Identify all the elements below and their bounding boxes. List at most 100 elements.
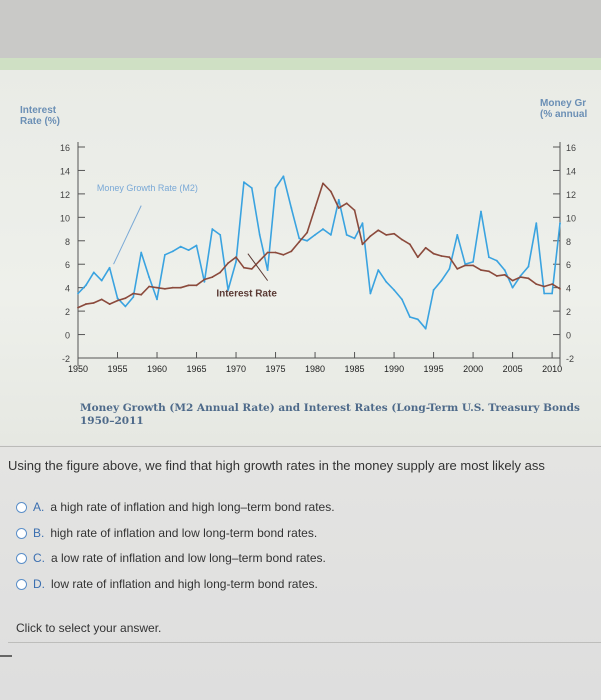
x-tick-label: 1965 bbox=[187, 364, 207, 374]
data-point bbox=[456, 234, 459, 236]
data-point bbox=[401, 238, 403, 241]
data-point bbox=[282, 175, 285, 178]
data-point bbox=[227, 289, 230, 291]
option-a[interactable]: A. a high rate of inflation and high lon… bbox=[16, 500, 335, 514]
data-point bbox=[416, 318, 419, 321]
left-tick-label: 6 bbox=[65, 260, 70, 270]
data-point bbox=[535, 283, 538, 286]
data-point bbox=[250, 187, 253, 189]
left-tick-label: -2 bbox=[62, 354, 70, 364]
right-tick-label: 0 bbox=[566, 331, 571, 341]
right-tick-label: 4 bbox=[566, 284, 571, 294]
x-tick-label: 1990 bbox=[384, 364, 404, 374]
data-point bbox=[495, 275, 498, 277]
option-c-letter: C. bbox=[33, 551, 45, 565]
right-tick-label: 12 bbox=[566, 190, 576, 200]
data-point bbox=[464, 264, 467, 267]
data-point bbox=[440, 279, 443, 282]
select-hint: Click to select your answer. bbox=[16, 621, 162, 635]
data-point bbox=[203, 278, 206, 281]
question-text: Using the figure above, we find that hig… bbox=[8, 458, 545, 473]
data-point bbox=[559, 222, 561, 225]
data-point bbox=[274, 251, 277, 254]
option-b[interactable]: B. high rate of inflation and low long-t… bbox=[16, 526, 317, 540]
annotation-interest-rate: Interest Rate bbox=[216, 288, 277, 299]
right-tick-label: 10 bbox=[566, 213, 576, 223]
data-point bbox=[171, 250, 174, 253]
data-point bbox=[116, 297, 119, 300]
data-point bbox=[393, 232, 395, 235]
radio-a[interactable] bbox=[16, 501, 27, 513]
question-panel bbox=[0, 445, 601, 700]
data-point bbox=[187, 249, 190, 252]
option-b-letter: B. bbox=[33, 526, 45, 540]
left-tick-label: 4 bbox=[65, 284, 70, 294]
data-point bbox=[171, 286, 174, 289]
right-axis-title: (% annual bbox=[540, 109, 587, 120]
right-tick-label: 8 bbox=[566, 237, 571, 247]
series-line bbox=[77, 175, 561, 330]
data-point bbox=[480, 210, 482, 213]
data-point bbox=[108, 303, 111, 305]
data-point bbox=[195, 284, 198, 287]
data-point bbox=[353, 237, 356, 240]
annotation-leader-interest bbox=[247, 253, 269, 281]
data-point bbox=[440, 255, 443, 257]
data-point bbox=[393, 289, 395, 291]
data-point bbox=[377, 229, 380, 232]
data-point bbox=[543, 285, 546, 288]
data-point bbox=[140, 293, 143, 296]
x-tick-label: 2000 bbox=[463, 364, 483, 374]
left-tick-label: 12 bbox=[60, 190, 70, 200]
x-tick-label: 1995 bbox=[424, 364, 444, 374]
data-point bbox=[535, 222, 538, 225]
data-point bbox=[92, 302, 95, 304]
option-a-text: a high rate of inflation and high long–t… bbox=[50, 500, 335, 514]
right-tick-label: 2 bbox=[566, 307, 571, 317]
data-point bbox=[361, 243, 364, 246]
data-point bbox=[132, 296, 135, 298]
data-point bbox=[448, 268, 451, 270]
data-point bbox=[472, 264, 474, 267]
data-point bbox=[408, 243, 411, 246]
caption-line-2: 1950–2011 bbox=[80, 415, 144, 427]
x-tick-label: 2005 bbox=[503, 364, 523, 374]
data-point bbox=[495, 259, 498, 262]
data-point bbox=[219, 271, 222, 274]
radio-c[interactable] bbox=[16, 552, 27, 564]
left-tick-label: 10 bbox=[60, 213, 70, 223]
annotation-money-growth: Money Growth Rate (M2) bbox=[97, 183, 198, 193]
left-tick-label: 8 bbox=[65, 237, 70, 247]
data-point bbox=[448, 256, 451, 259]
data-point bbox=[235, 260, 237, 263]
option-b-text: high rate of inflation and low long-term… bbox=[50, 526, 318, 540]
data-point bbox=[243, 181, 245, 184]
data-point bbox=[551, 283, 553, 286]
x-tick-label: 2010 bbox=[542, 364, 562, 374]
option-d[interactable]: D. low rate of inflation and high long-t… bbox=[16, 577, 318, 591]
data-point bbox=[401, 298, 403, 301]
data-point bbox=[132, 292, 135, 295]
data-point bbox=[472, 260, 474, 263]
data-point bbox=[432, 252, 435, 255]
data-point bbox=[314, 234, 316, 236]
option-a-letter: A. bbox=[33, 500, 45, 514]
series-line bbox=[77, 182, 561, 309]
x-tick-label: 1985 bbox=[345, 364, 365, 374]
data-point bbox=[337, 198, 340, 201]
radio-d[interactable] bbox=[16, 578, 27, 590]
data-point bbox=[385, 280, 388, 283]
data-point bbox=[266, 251, 269, 254]
option-c[interactable]: C. a low rate of inflation and low long–… bbox=[16, 551, 326, 565]
data-point bbox=[322, 228, 324, 230]
annotation-leader-money bbox=[113, 205, 142, 265]
divider bbox=[0, 446, 601, 447]
data-point bbox=[416, 256, 419, 259]
data-point bbox=[211, 276, 214, 279]
option-d-text: low rate of inflation and high long-term… bbox=[51, 577, 318, 591]
radio-b[interactable] bbox=[16, 527, 27, 539]
data-point bbox=[156, 298, 158, 301]
data-point bbox=[77, 306, 79, 309]
data-point bbox=[164, 287, 166, 290]
data-point bbox=[187, 284, 190, 287]
